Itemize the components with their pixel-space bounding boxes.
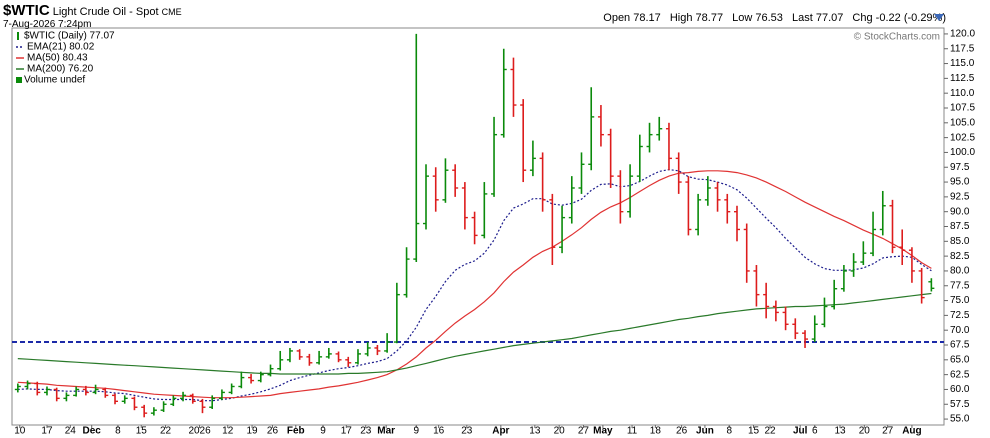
x-tick-label: 26 (676, 426, 688, 437)
y-tick-label: 85.0 (950, 236, 970, 247)
x-tick-label: Jul (793, 426, 808, 437)
legend-swatch (16, 77, 22, 83)
legend-label: MA(200) 76.20 (27, 64, 94, 75)
instrument-name: Light Crude Oil - Spot (52, 6, 159, 18)
x-tick-label: 11 (627, 426, 638, 437)
x-tick-label: 8 (726, 426, 732, 437)
series-line (17, 170, 932, 399)
x-tick-label: Mar (377, 426, 395, 437)
menu-arrow[interactable] (934, 14, 944, 21)
quote-label: Chg (852, 12, 873, 24)
y-tick-label: 55.0 (950, 414, 970, 425)
symbol: $WTIC (3, 2, 50, 19)
x-tick-label: 12 (222, 426, 234, 437)
x-tick-label: 26 (267, 426, 279, 437)
y-tick-label: 75.0 (950, 295, 970, 306)
y-tick-label: 105.0 (950, 117, 975, 128)
header-date: 7-Aug-2026 7:24pm (3, 19, 92, 30)
quote-label: Open (603, 12, 631, 24)
series-line (17, 292, 932, 375)
x-tick-label: 13 (529, 426, 541, 437)
y-tick-label: 70.0 (950, 325, 970, 336)
quote-label: Last (791, 12, 813, 24)
x-tick-label: 8 (115, 426, 121, 437)
x-tick-label: 22 (160, 426, 172, 437)
y-tick-label: 72.5 (950, 310, 970, 321)
y-tick-label: 100.0 (950, 147, 975, 158)
y-tick-label: 115.0 (950, 58, 975, 69)
y-tick-label: 102.5 (950, 132, 975, 143)
y-tick-label: 120.0 (950, 29, 975, 40)
x-tick-label: 18 (650, 426, 662, 437)
legend-label: $WTIC (Daily) 77.07 (24, 31, 115, 42)
quote-value: 78.17 (633, 12, 661, 24)
x-tick-label: 2026 (188, 426, 211, 437)
quote-value: -0.22 (875, 12, 901, 24)
y-tick-label: 60.0 (950, 384, 970, 395)
exchange: CME (161, 7, 182, 17)
y-tick-label: 92.5 (950, 192, 970, 203)
quote-label: High (669, 12, 693, 24)
x-tick-label: 17 (341, 426, 353, 437)
y-tick-label: 87.5 (950, 221, 970, 232)
y-tick-label: 67.5 (950, 340, 970, 351)
header-quote: Open 78.17 High 78.77 Low 76.53 Last 77.… (603, 12, 946, 24)
y-tick-label: 95.0 (950, 177, 970, 188)
quote-value: 77.07 (815, 12, 844, 24)
x-tick-label: Feb (287, 426, 305, 437)
y-tick-label: 97.5 (950, 162, 970, 173)
x-tick-label: 23 (461, 426, 473, 437)
y-tick-label: 62.5 (950, 369, 970, 380)
x-tick-label: 6 (812, 426, 818, 437)
y-tick-label: 77.5 (950, 280, 970, 291)
x-tick-label: 9 (320, 426, 326, 437)
quote-value: 78.77 (695, 12, 724, 24)
x-tick-label: 27 (578, 426, 590, 437)
x-tick-label: 27 (882, 426, 894, 437)
x-tick-label: Apr (492, 426, 509, 437)
y-tick-label: 117.5 (950, 43, 975, 54)
copyright: © StockCharts.com (854, 32, 940, 43)
x-tick-label: 13 (834, 426, 846, 437)
y-tick-label: 82.5 (950, 251, 970, 262)
legend-label: Volume undef (24, 75, 85, 86)
x-tick-label: 17 (41, 426, 53, 437)
legend-label: EMA(21) 80.02 (27, 42, 95, 53)
x-tick-label: Dec (83, 426, 102, 437)
x-tick-label: 20 (554, 426, 566, 437)
x-tick-label: 22 (764, 426, 776, 437)
y-tick-label: 107.5 (950, 103, 975, 114)
x-tick-label: 19 (246, 426, 258, 437)
x-tick-label: Aug (902, 426, 921, 437)
plot-frame (11, 27, 945, 426)
y-tick-label: 57.5 (950, 399, 970, 410)
x-tick-label: 9 (414, 426, 420, 437)
y-tick-label: 80.0 (950, 266, 970, 277)
x-tick-label: 10 (14, 426, 26, 437)
x-tick-label: 15 (136, 426, 148, 437)
x-tick-label: 24 (65, 426, 77, 437)
y-tick-label: 65.0 (950, 354, 970, 365)
x-tick-label: Jun (696, 426, 714, 437)
series-line (17, 168, 932, 402)
x-tick-label: May (593, 426, 613, 437)
x-tick-label: 15 (748, 426, 760, 437)
x-tick-label: 16 (433, 426, 445, 437)
y-tick-label: 112.5 (950, 73, 975, 84)
header-title: $WTIC Light Crude Oil - Spot CME (3, 2, 182, 19)
quote-value: 76.53 (755, 12, 783, 24)
y-tick-label: 90.0 (950, 206, 970, 217)
y-tick-label: 110.0 (950, 88, 975, 99)
x-tick-label: 23 (360, 426, 372, 437)
x-tick-label: 20 (859, 426, 871, 437)
quote-label: Low (732, 12, 753, 24)
legend-label: MA(50) 80.43 (27, 53, 88, 64)
